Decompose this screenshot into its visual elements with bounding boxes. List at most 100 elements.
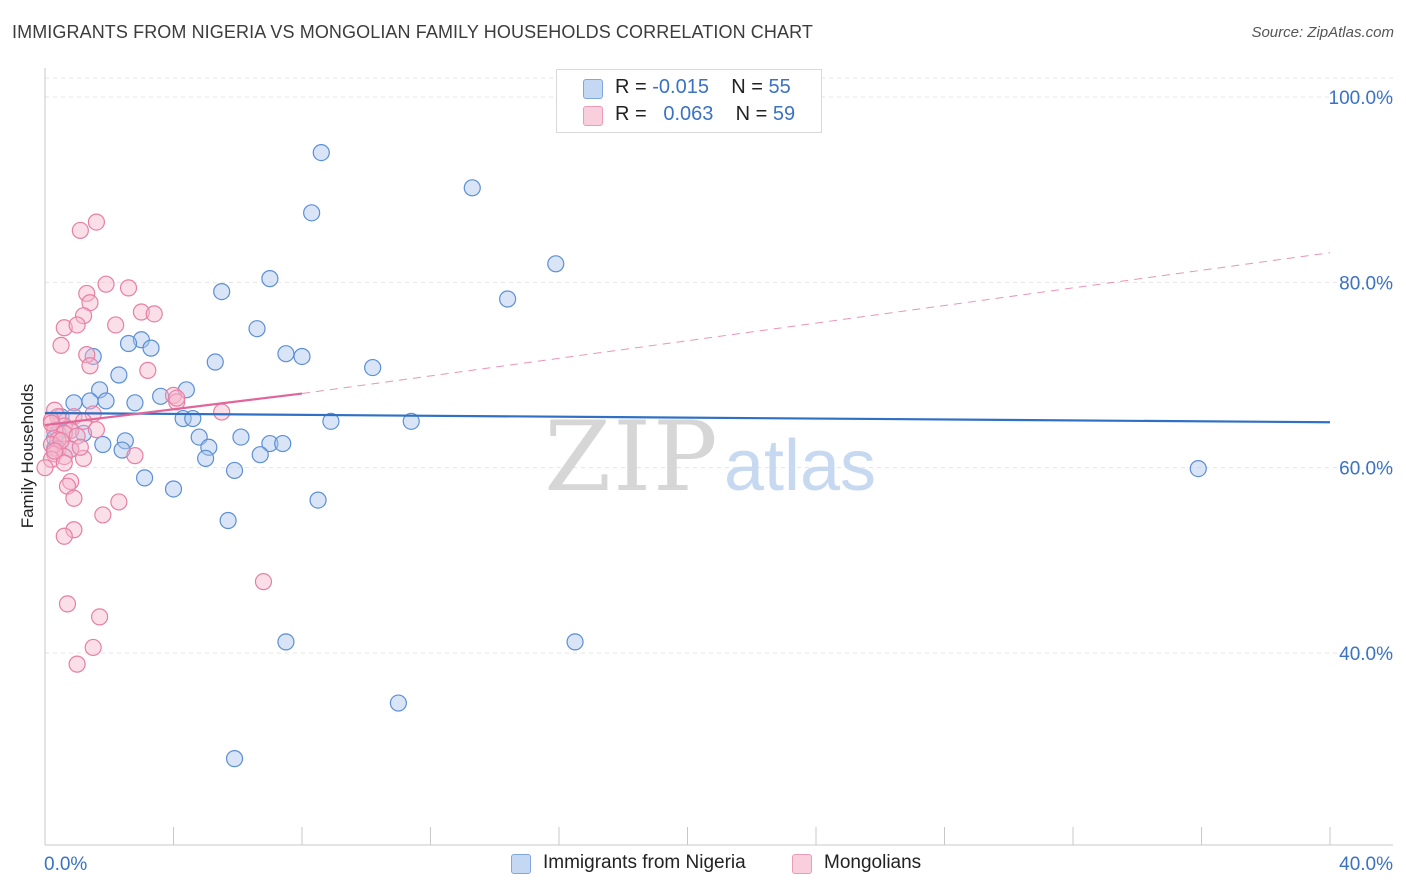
legend-r-label: R = — [615, 103, 653, 125]
mongolian-point — [132, 303, 150, 321]
nigeria-point — [293, 347, 311, 366]
mongolian-point — [71, 221, 89, 240]
mongolian-point — [81, 357, 99, 375]
mongolian-point — [36, 459, 54, 477]
mongolian-point — [74, 307, 93, 325]
mongolian-point — [84, 638, 102, 657]
mongolian-point — [107, 316, 125, 334]
watermark-zip: ZIP — [544, 401, 719, 513]
nigeria-point — [135, 469, 154, 487]
nigeria-point — [277, 633, 295, 651]
mongolian-point — [126, 447, 144, 465]
mongolian-point — [55, 527, 73, 545]
nigeria-point — [547, 255, 565, 273]
mongolian-point — [168, 389, 186, 407]
nigeria-point — [225, 461, 244, 480]
nigeria-point — [277, 345, 295, 363]
nigeria-point — [463, 179, 481, 197]
nigeria-point — [566, 633, 584, 651]
mongolian-point — [52, 432, 70, 450]
mongolian-point — [110, 493, 128, 511]
nigeria-point — [119, 334, 138, 353]
nigeria-point — [274, 434, 292, 453]
nigeria-point — [197, 449, 215, 467]
mongolian-point — [65, 489, 83, 507]
bottom-legend-swatch-pink — [792, 854, 812, 874]
legend-swatch-blue — [583, 79, 603, 99]
bottom-legend-swatch-blue — [511, 854, 531, 874]
y-tick-label: 80.0% — [1339, 273, 1393, 294]
mongolian-point — [74, 449, 93, 467]
nigeria-point — [142, 339, 160, 357]
nigeria-point — [261, 434, 279, 453]
mongolian-point — [139, 361, 157, 379]
nigeria-point — [1189, 459, 1207, 478]
legend-n-value: 55 — [768, 76, 791, 98]
mongolian-point — [68, 655, 86, 673]
mongolian-point — [52, 336, 70, 354]
nigeria-point — [97, 392, 115, 410]
source-label: Source: ZipAtlas.com — [1251, 24, 1394, 41]
legend-n-label: N = — [731, 76, 769, 98]
legend-n-value: 59 — [772, 103, 796, 125]
mongolian-point — [254, 573, 273, 591]
nigeria-point — [164, 480, 183, 498]
mongolian-point — [119, 279, 138, 297]
mongolian-point — [68, 316, 86, 334]
legend-r-value: 0.063 — [663, 103, 714, 125]
nigeria-point — [232, 428, 250, 446]
mongolian-point — [94, 506, 112, 524]
mongolian-point — [55, 454, 73, 472]
mongolian-point — [97, 275, 115, 293]
nigeria-point — [225, 750, 244, 768]
nigeria-point — [499, 290, 517, 308]
nigeria-point — [303, 204, 321, 222]
mongolian-point — [145, 305, 163, 323]
watermark-atlas: atlas — [724, 426, 876, 506]
nigeria-point — [84, 347, 102, 366]
y-tick-label: 60.0% — [1339, 459, 1393, 480]
nigeria-trend-line — [44, 411, 1331, 424]
nigeria-point — [248, 320, 266, 338]
mongolian-point — [62, 472, 80, 491]
chart-title: IMMIGRANTS FROM NIGERIA VS MONGOLIAN FAM… — [12, 22, 813, 42]
nigeria-point — [312, 144, 330, 162]
mongolian-point — [87, 421, 106, 439]
x-tick-label: 40.0% — [1339, 854, 1393, 875]
mongolian-point — [78, 346, 96, 364]
nigeria-point — [200, 438, 218, 456]
legend-r-label: R = — [615, 76, 653, 98]
nigeria-point — [213, 283, 231, 301]
legend-swatch-pink — [583, 106, 603, 126]
nigeria-point — [94, 435, 112, 454]
x-tick-label: 0.0% — [44, 854, 87, 875]
y-tick-label: 40.0% — [1339, 644, 1393, 665]
nigeria-point — [364, 358, 382, 377]
mongolian-point — [58, 595, 77, 613]
bottom-legend-label: Mongolians — [824, 852, 922, 873]
mongolian-point — [78, 284, 96, 303]
legend-n-label: N = — [735, 103, 773, 125]
nigeria-point — [309, 491, 327, 509]
nigeria-point — [110, 366, 128, 384]
nigeria-point — [65, 394, 83, 412]
stats-legend: R = -0.015 N = 55 R = 0.063 N = 59 — [556, 69, 822, 133]
mongolian-point — [46, 442, 64, 460]
mongolian-point — [213, 403, 231, 421]
nigeria-point — [126, 394, 144, 412]
y-tick-label: 100.0% — [1329, 88, 1394, 109]
mongolian-point — [91, 608, 109, 626]
nigeria-point — [113, 441, 131, 459]
nigeria-point — [116, 432, 134, 450]
nigeria-point — [402, 412, 420, 430]
y-axis-label: Family Households — [18, 383, 37, 529]
nigeria-point — [389, 694, 407, 712]
mongolian-point — [71, 438, 89, 456]
nigeria-point — [261, 270, 279, 288]
nigeria-point — [251, 446, 269, 464]
legend-r-value: -0.015 — [652, 76, 709, 98]
nigeria-point — [322, 412, 340, 430]
mongolian-point — [55, 319, 73, 337]
mongolian-trend-extension — [301, 252, 1331, 395]
